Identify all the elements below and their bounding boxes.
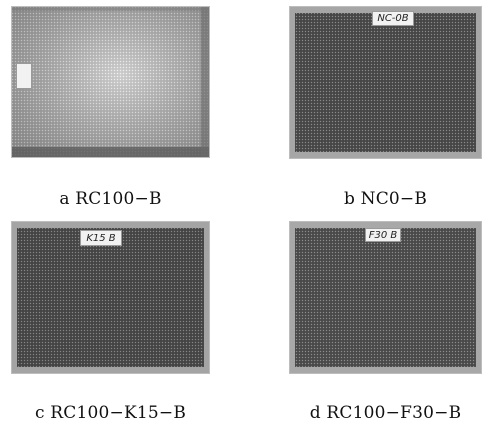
- photo-d: F30 B: [290, 222, 481, 373]
- caption-b: b NC0−B: [343, 189, 428, 209]
- sample-label-d: F30 B: [365, 228, 401, 242]
- photo-a: [12, 7, 209, 157]
- photo-b-image: [290, 7, 481, 158]
- sample-label-c: K15 B: [80, 230, 122, 246]
- caption-d: d RC100−F30−B: [309, 403, 462, 423]
- photo-b: NC-0B: [290, 7, 481, 158]
- photo-c-image: [12, 222, 209, 373]
- photo-d-image: [290, 222, 481, 373]
- photo-c: K15 B: [12, 222, 209, 373]
- sample-label-b: NC-0B: [372, 11, 414, 26]
- caption-c: c RC100−K15−B: [34, 403, 187, 423]
- caption-a: a RC100−B: [59, 189, 162, 209]
- photo-a-image: [12, 7, 209, 157]
- sample-label-a: [16, 63, 32, 89]
